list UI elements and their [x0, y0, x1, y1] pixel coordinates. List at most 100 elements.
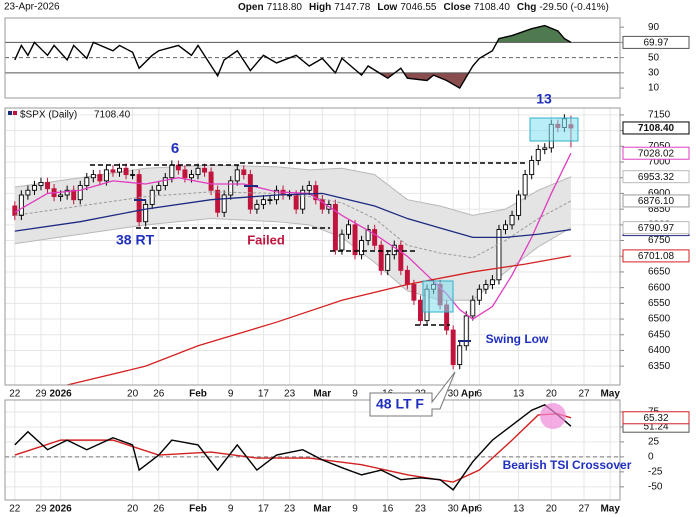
candle-body: [372, 229, 378, 246]
level-lines: [90, 162, 528, 326]
value-tag-label: 7028.02: [638, 148, 675, 159]
candle-body: [130, 174, 136, 176]
overlay-line: [14, 152, 572, 320]
candle-body: [254, 203, 260, 210]
y-tick-label: -50: [648, 481, 663, 492]
candle-body: [221, 194, 227, 213]
candle-body: [463, 315, 469, 347]
candle-body: [84, 177, 90, 187]
value-tag: [622, 194, 690, 208]
candle-body: [202, 167, 208, 173]
legend-symbol: $SPX (Daily): [20, 110, 77, 121]
series-line: [14, 403, 572, 491]
x-tick-label: 20: [127, 504, 139, 515]
value-tag-label: 65.32: [643, 413, 668, 424]
x-tick-label: 22: [9, 389, 21, 400]
candle-body: [476, 288, 482, 301]
x-tick-label: 6: [477, 389, 483, 400]
y-tick-label: 7150: [648, 110, 671, 121]
candle-body: [136, 174, 142, 223]
candle-body: [90, 174, 96, 179]
annotation: Swing Low: [486, 332, 549, 346]
candle-body: [18, 194, 24, 216]
candle-body: [110, 169, 116, 173]
annotation: Bearish TSI Crossover: [503, 458, 632, 472]
x-tick-label: 6: [477, 504, 483, 515]
candle-body: [103, 169, 109, 182]
candle-body: [470, 299, 476, 317]
highlight-circle: [540, 403, 566, 429]
x-tick-label: Apr: [461, 504, 478, 515]
series-line: [14, 413, 572, 483]
x-tick-label: 16: [382, 504, 394, 515]
candle-body: [542, 147, 548, 150]
x-tick-label: 20: [127, 389, 139, 400]
x-tick-label: 9: [228, 504, 234, 515]
candle-body: [156, 185, 162, 191]
candle-body: [267, 199, 273, 201]
candle-body: [411, 284, 417, 301]
y-tick-label: 90: [648, 22, 660, 33]
candle-body: [306, 185, 312, 191]
candle-body: [293, 194, 299, 210]
x-tick-label: 17: [258, 504, 270, 515]
highlight-box: [529, 117, 579, 142]
candle-body: [175, 164, 181, 171]
x-tick-label: 2026: [49, 504, 72, 515]
x-tick-label: 17: [258, 389, 270, 400]
x-tick-label: 9: [352, 389, 358, 400]
panel: [5, 108, 620, 385]
candle-body: [404, 269, 410, 285]
y-tick-label: 6450: [648, 329, 671, 340]
candle-body: [359, 240, 365, 256]
y-tick-label: 50: [648, 52, 660, 63]
y-tick-label: 6900: [648, 188, 671, 199]
x-tick-label: 20: [546, 389, 558, 400]
y-tick-label: 6600: [648, 282, 671, 293]
annotation: 6: [171, 140, 179, 157]
y-tick-label: 0: [648, 452, 654, 463]
value-tag: [622, 35, 690, 49]
candle-body: [162, 177, 168, 187]
quote-label: Open: [238, 2, 264, 13]
candle-body: [45, 181, 51, 190]
quote-value: 7147.78: [334, 2, 371, 13]
candle-body: [58, 194, 64, 198]
candle-body: [417, 299, 423, 322]
highlight-box: [422, 280, 454, 313]
x-tick-label: 20: [546, 504, 558, 515]
candle-body: [319, 199, 325, 210]
quote-value: 7108.40: [474, 2, 511, 13]
x-tick-label: 29: [35, 504, 47, 515]
quote-label: Close: [444, 2, 472, 13]
value-tag: [622, 249, 690, 263]
value-tag-label: 6790.97: [638, 223, 675, 234]
candle-body: [300, 189, 306, 210]
value-tag: [622, 221, 690, 235]
candle-body: [535, 149, 541, 161]
y-tick-label: 30: [648, 67, 660, 78]
x-tick-label: May: [600, 389, 620, 400]
quote-value: 7118.80: [267, 2, 303, 13]
candle-body: [241, 169, 247, 176]
value-tag: [622, 121, 690, 135]
candle-body: [215, 189, 221, 213]
legend-icon: [13, 111, 17, 115]
value-tag-label: 6701.08: [638, 251, 675, 262]
candle-body: [503, 224, 508, 230]
candle-body: [352, 224, 358, 256]
candle-body: [188, 174, 194, 179]
candle-body: [346, 224, 351, 235]
candle-body: [182, 169, 188, 179]
y-tick-label: -25: [648, 466, 663, 477]
candle-body: [522, 174, 528, 196]
candle-body: [123, 167, 129, 176]
candle-body: [234, 169, 240, 182]
value-tag-label: 51.24: [643, 421, 668, 432]
candle-body: [516, 194, 522, 216]
quote-label: High: [309, 2, 331, 13]
band-upper: [14, 164, 572, 216]
candle-body: [247, 174, 253, 210]
panel-frame: [4, 399, 621, 501]
